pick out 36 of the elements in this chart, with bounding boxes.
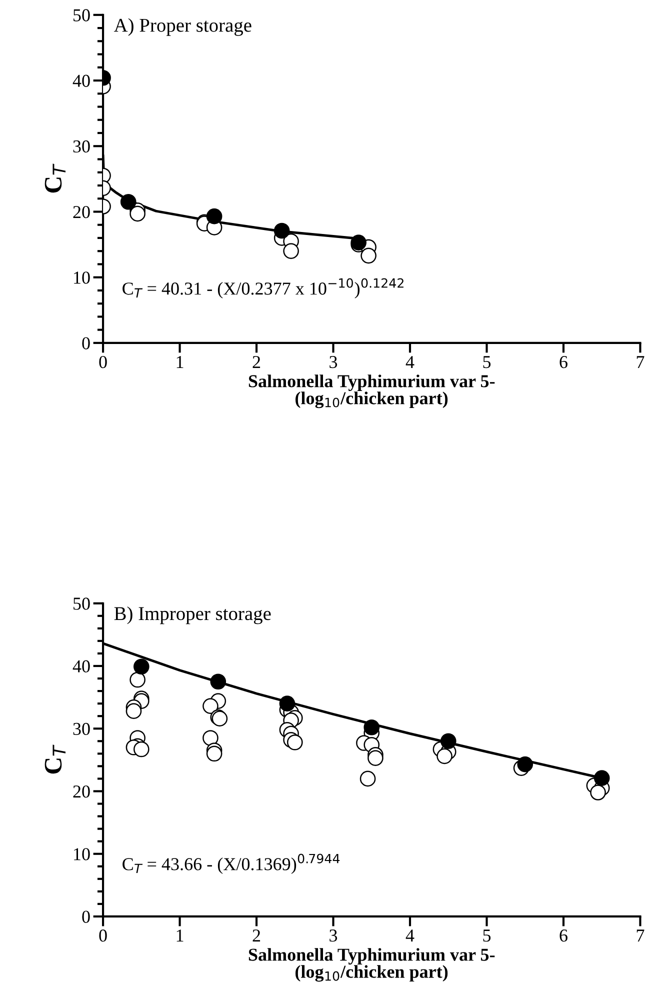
x-tick-label: 7 (636, 356, 644, 368)
y-tick-label: 40 (72, 74, 90, 87)
annotation: C$_{T}$ = 43.66 - (X/0.1369)$^{0.7944}$ (122, 854, 340, 874)
y-tick-label: 40 (72, 660, 90, 672)
chart-title: B) Improper storage (114, 606, 271, 624)
y-axis-title: C$_{T}$ (44, 744, 66, 774)
y-tick-label: 10 (74, 272, 90, 284)
y-tick-label: 0 (82, 337, 90, 350)
x-tick-label: 1 (176, 356, 184, 368)
x-axis-title: Salmonella Typhimurium var 5- (log$_{10}$/chicken part) (248, 374, 495, 408)
x-tick-label: 2 (252, 356, 260, 368)
x-tick-label: 4 (406, 930, 414, 942)
x-tick-label: 3 (330, 356, 338, 368)
x-tick-label: 3 (330, 930, 338, 942)
x-tick-label: 7 (636, 930, 644, 942)
y-axis-title: C$_{T}$ (44, 164, 66, 193)
x-tick-label: 0 (99, 929, 107, 942)
chart-title: A) Proper storage (114, 18, 252, 36)
y-tick-label: 20 (73, 206, 90, 218)
x-tick-label: 4 (406, 356, 414, 368)
y-tick-label: 30 (73, 140, 90, 153)
x-tick-label: 2 (252, 930, 260, 942)
y-tick-label: 50 (74, 598, 90, 610)
x-axis-title: Salmonella Typhimurium var 5- (log$_{10}$/chicken part) (248, 948, 495, 982)
y-tick-label: 20 (73, 785, 90, 798)
x-tick-label: 5 (483, 930, 491, 942)
x-tick-label: 1 (176, 930, 184, 942)
x-tick-label: 0 (99, 356, 107, 368)
y-tick-label: 10 (74, 848, 90, 860)
y-tick-label: 30 (73, 722, 90, 736)
x-tick-label: 5 (483, 356, 491, 368)
y-tick-label: 0 (82, 910, 90, 923)
x-tick-label: 6 (560, 930, 568, 942)
y-tick-label: 50 (74, 9, 90, 22)
x-tick-label: 6 (560, 356, 568, 368)
annotation: C$_{T}$ = 40.31 - (X/0.2377 x 10$^{−10}$)$^{0.1242}$ (122, 278, 404, 298)
